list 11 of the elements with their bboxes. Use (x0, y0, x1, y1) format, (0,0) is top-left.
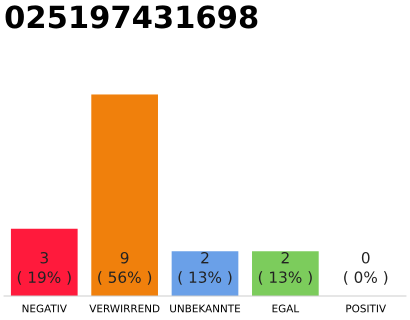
data-label: 3 ( 19% ) (18, 252, 71, 285)
chart-title: 025197431698 (6, 5, 258, 28)
x-tick-label: EGAL (272, 304, 300, 312)
x-tick-label: UNBEKANNTE (170, 304, 240, 312)
data-label: 0 ( 0% ) (344, 252, 388, 285)
data-label: 2 ( 13% ) (178, 252, 232, 285)
x-tick-label: POSITIV (346, 304, 386, 312)
x-tick-label: NEGATIV (22, 304, 67, 312)
data-label: 9 ( 56% ) (98, 252, 152, 285)
x-tick-label: VERWIRREND (89, 304, 160, 312)
data-label: 2 ( 13% ) (258, 252, 312, 285)
